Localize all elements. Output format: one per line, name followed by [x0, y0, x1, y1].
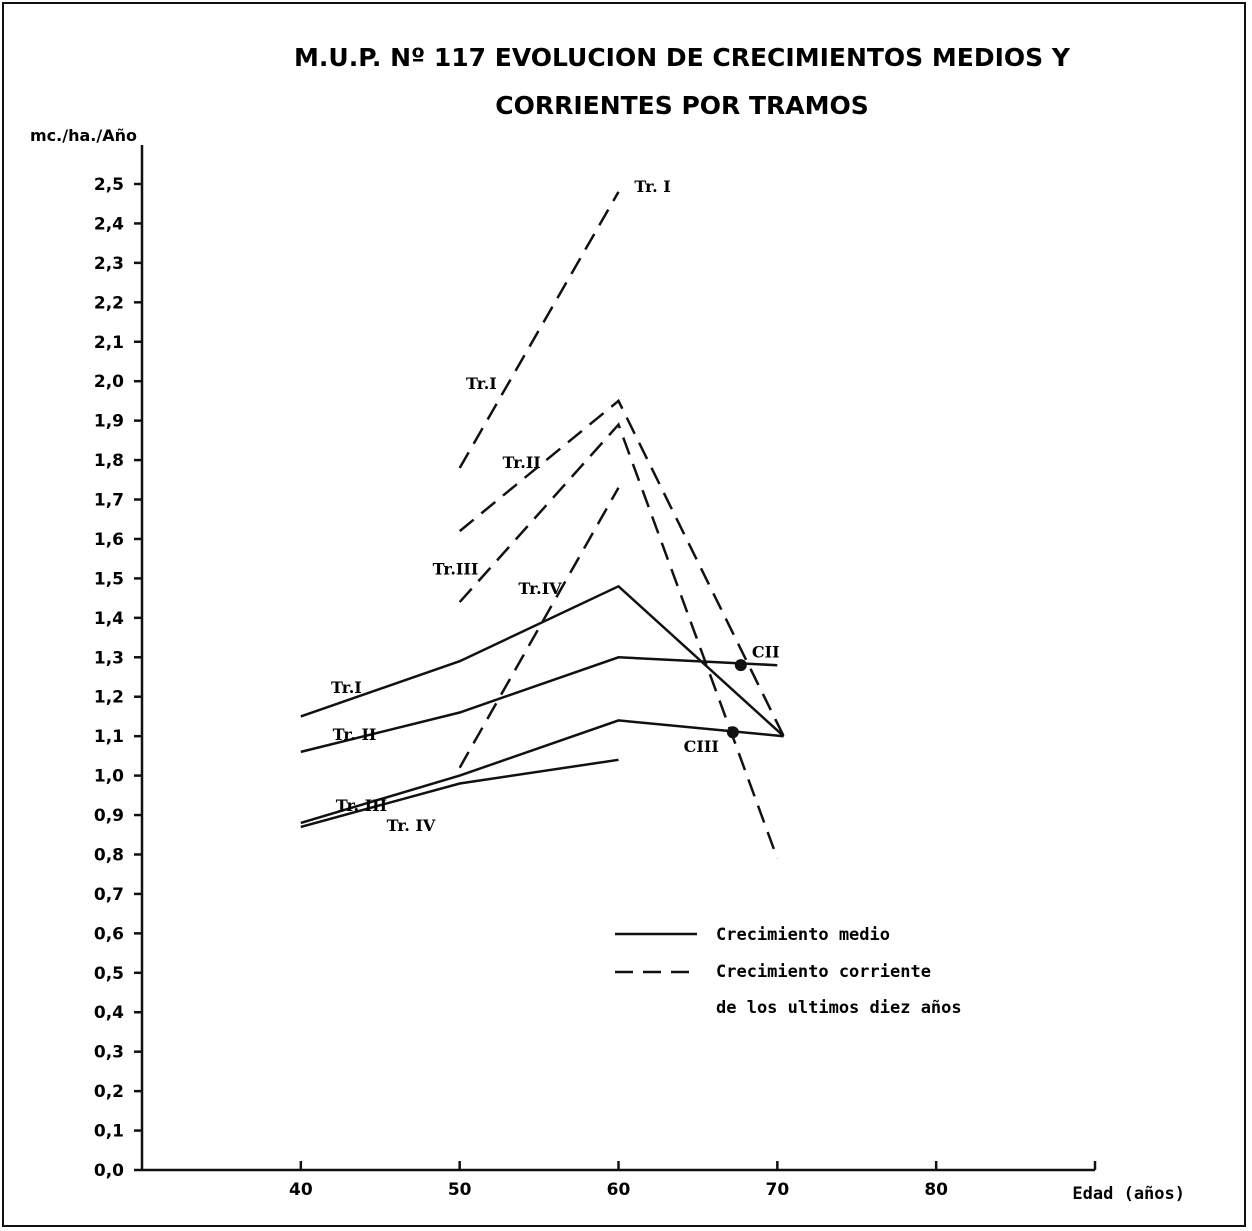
y-tick-label: 0,3	[94, 1043, 124, 1063]
annotation-label-cii: CII	[752, 642, 780, 661]
y-tick-label: 1,5	[94, 569, 124, 589]
y-tick-label: 0,9	[94, 806, 124, 826]
series-label-solid-tr-i: Tr.I	[331, 678, 362, 697]
y-tick-label: 1,2	[94, 688, 124, 708]
y-tick-label: 2,0	[94, 372, 124, 392]
y-tick-label: 2,4	[94, 214, 124, 234]
annotation-label-ciii: CIII	[684, 737, 719, 756]
y-tick-label: 0,1	[94, 1122, 124, 1142]
x-tick-label: 50	[448, 1180, 472, 1200]
y-tick-label: 1,6	[94, 530, 124, 550]
annotation-point-ciii	[726, 726, 739, 739]
y-tick-label: 0,7	[94, 885, 124, 905]
y-tick-label: 0,6	[94, 924, 124, 944]
series-label-dashed-tr-ii: Tr.II	[503, 453, 541, 472]
y-tick-label: 1,4	[94, 609, 124, 629]
x-tick-label: 40	[289, 1180, 313, 1200]
y-tick-label: 0,0	[94, 1161, 124, 1181]
legend: Crecimiento medio Crecimiento corriente …	[615, 925, 962, 1018]
y-tick-label: 2,3	[94, 254, 124, 274]
legend-label-current-line-2: de los ultimos diez años	[716, 998, 962, 1018]
y-tick-label: 1,1	[94, 727, 124, 747]
legend-label-current: Crecimiento corriente	[716, 962, 931, 982]
y-tick-label: 1,3	[94, 648, 124, 668]
series-line-solid-tr-ii	[300, 656, 778, 754]
x-tick-label: 80	[924, 1180, 948, 1200]
y-tick-label: 1,0	[94, 767, 124, 787]
chart-title-line-1: M.U.P. Nº 117 EVOLUCION DE CRECIMIENTOS …	[294, 43, 1071, 72]
y-tick-label: 2,2	[94, 293, 124, 313]
y-tick-label: 0,2	[94, 1082, 124, 1102]
legend-label-mean: Crecimiento medio	[716, 925, 890, 945]
series-lines	[300, 191, 785, 859]
x-tick-label: 60	[607, 1180, 631, 1200]
series-line-dashed-tr-iv	[458, 487, 620, 769]
annotations: CII CIII	[684, 642, 780, 756]
series-label-solid-tr-ii: Tr. II	[333, 725, 377, 744]
series-line-solid-tr-iii	[300, 719, 784, 825]
y-tick-label: 0,5	[94, 964, 124, 984]
x-tick-label: 70	[765, 1180, 789, 1200]
series-label-dashed-tr-i: Tr. I	[634, 177, 670, 196]
series-label-dashed-tr-iv: Tr.IV	[518, 579, 562, 598]
y-tick-label: 1,9	[94, 412, 124, 432]
axes: 0,0 0,1 0,2 0,3 0,4 0,5 0,6 0,7 0,8 0,9 1,0 1,1 1,2 1…	[94, 145, 1097, 1200]
series-label-dashed-tr-iii: Tr.III	[433, 559, 479, 578]
y-tick-label: 1,8	[94, 451, 124, 471]
y-tick-label: 2,1	[94, 333, 124, 353]
series-line-dashed-tr-i	[458, 191, 620, 469]
series-line-dashed-tr-iii	[458, 422, 779, 859]
series-line-solid-tr-iv	[300, 758, 619, 829]
y-tick-label: 2,5	[94, 175, 124, 195]
series-line-dashed-tr-ii	[458, 398, 785, 737]
series-label-solid-tr-iii: Tr. III	[336, 796, 387, 815]
y-axis-title: mc./ha./Año	[30, 126, 137, 145]
y-tick-label: 1,7	[94, 491, 124, 511]
y-tick-label: 0,4	[94, 1003, 124, 1023]
annotation-point-cii	[734, 659, 747, 672]
y-tick-label: 0,8	[94, 845, 124, 865]
x-axis-title: Edad (años)	[1072, 1184, 1185, 1204]
series-label-dashed-tr-i: Tr.I	[466, 374, 497, 393]
series-label-solid-tr-iv: Tr. IV	[387, 816, 436, 835]
chart-title-line-2: CORRIENTES POR TRAMOS	[495, 91, 869, 120]
